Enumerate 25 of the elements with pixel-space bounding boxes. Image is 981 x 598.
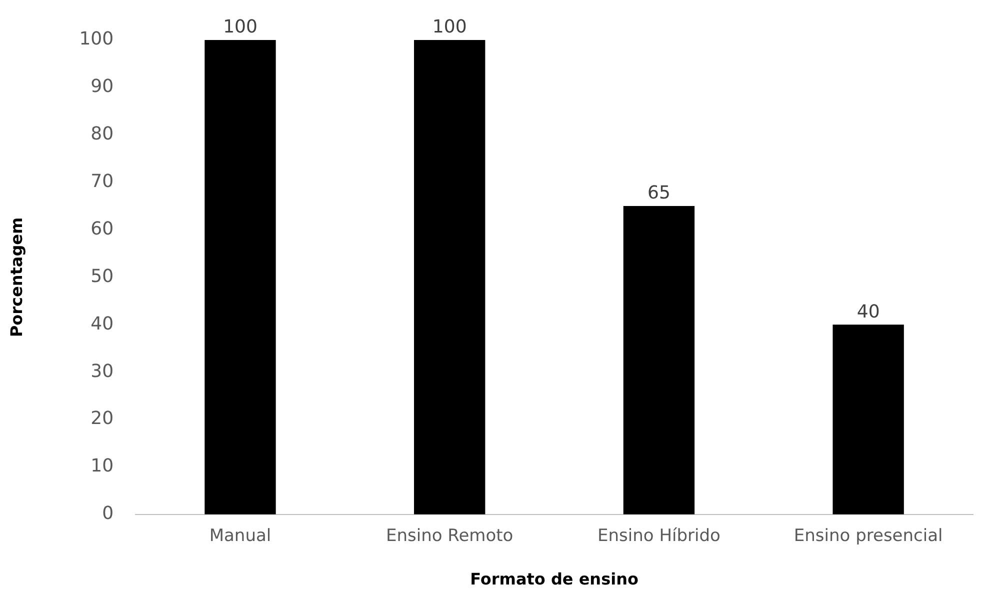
y-tick-label: 100 <box>79 28 114 50</box>
y-tick-label: 40 <box>90 313 114 334</box>
y-axis-title: Porcentagem <box>6 217 26 338</box>
data-label: 65 <box>648 182 670 204</box>
bar <box>832 324 904 514</box>
x-tick-label: Ensino Híbrido <box>598 526 720 546</box>
x-tick-label: Ensino Remoto <box>386 526 514 546</box>
y-tick-label: 70 <box>90 170 114 192</box>
data-label: 100 <box>223 16 258 38</box>
y-tick-label: 0 <box>102 503 114 524</box>
y-tick-label: 50 <box>90 266 114 287</box>
data-label: 100 <box>432 16 467 38</box>
bar <box>204 40 276 514</box>
data-label: 40 <box>856 301 880 322</box>
bar <box>623 206 695 514</box>
x-axis-title: Formato de ensino <box>470 570 638 589</box>
y-tick-label: 30 <box>90 360 114 382</box>
y-tick-label: 80 <box>90 124 114 145</box>
y-tick-label: 20 <box>90 408 114 430</box>
y-tick-label: 60 <box>90 218 114 240</box>
x-tick-label: Ensino presencial <box>794 526 943 546</box>
x-tick-label: Manual <box>209 526 272 546</box>
y-tick-label: 90 <box>90 76 114 98</box>
y-tick-label: 10 <box>90 456 114 477</box>
bar <box>414 40 486 514</box>
